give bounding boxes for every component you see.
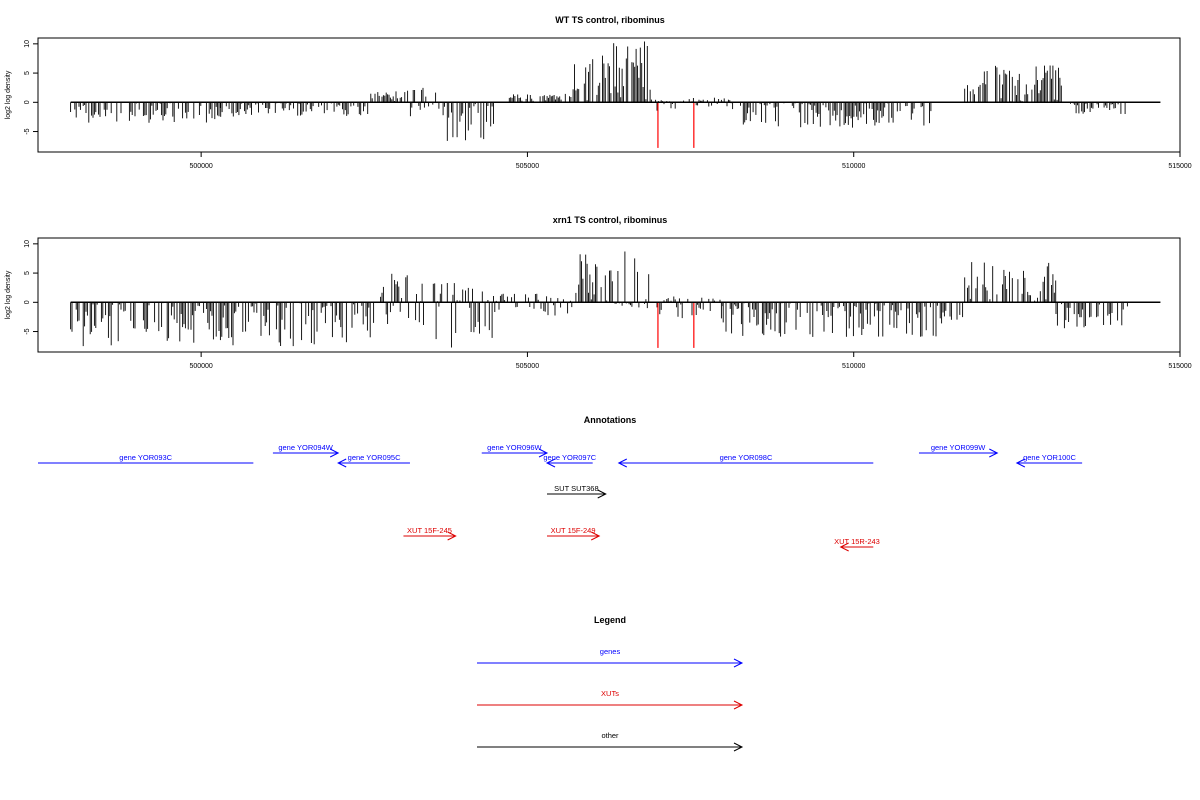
- arrow-right-icon: [597, 489, 607, 499]
- legend-title: Legend: [594, 615, 626, 625]
- arrow-left-icon: [617, 458, 628, 468]
- y-tick-label: -5: [24, 328, 31, 334]
- legend-section: Legend genes XUTs other: [477, 615, 744, 752]
- legend-label: genes: [600, 647, 621, 656]
- annotation-feature: gene YOR096W: [481, 443, 549, 458]
- annotation-label: gene YOR100C: [1023, 453, 1076, 462]
- annotation-feature: XUT 15R-243: [834, 537, 880, 552]
- annotations-title: Annotations: [584, 415, 637, 425]
- arrow-right-icon: [538, 448, 549, 458]
- x-tick-label: 515000: [1168, 163, 1191, 170]
- plot-frame-xrn1: [37, 237, 1181, 353]
- annotation-feature: gene YOR097C: [543, 453, 597, 468]
- x-tick-label: 505000: [516, 163, 539, 170]
- y-tick-label: 5: [24, 271, 31, 275]
- legend-label: XUTs: [601, 689, 619, 698]
- legend-entry: XUTs: [477, 689, 744, 710]
- annotation-label: XUT 15F-245: [407, 526, 452, 535]
- annotation-feature: gene YOR098C: [617, 453, 874, 468]
- annotation-feature: gene YOR099W: [918, 443, 999, 458]
- arrow-right-icon: [733, 742, 744, 752]
- annotation-feature: gene YOR093C: [38, 453, 254, 464]
- legend-items: genes XUTs other: [477, 647, 744, 752]
- annotation-feature: gene YOR100C: [1015, 453, 1083, 468]
- annotation-label: gene YOR094W: [278, 443, 333, 452]
- annotation-label: gene YOR095C: [348, 453, 401, 462]
- legend-entry: other: [477, 731, 744, 752]
- annotation-label: gene YOR096W: [487, 443, 542, 452]
- arrow-left-icon: [1015, 458, 1026, 468]
- annotation-feature: XUT 15F-245: [403, 526, 457, 541]
- y-axis-label-xrn1: log2 log density: [5, 270, 12, 319]
- x-tick-label: 510000: [842, 163, 865, 170]
- y-tick-label: 0: [24, 300, 31, 304]
- x-tick-label: 500000: [189, 163, 212, 170]
- density-plot-wt: WT TS control, ribominus log2 log densit…: [5, 15, 1192, 170]
- density-plot-xrn1: xrn1 TS control, ribominus log2 log dens…: [5, 215, 1192, 370]
- x-tick-label: 515000: [1168, 363, 1191, 370]
- arrow-right-icon: [733, 700, 744, 710]
- arrow-left-icon: [839, 542, 849, 552]
- legend-entry: genes: [477, 647, 744, 668]
- x-tick-label: 500000: [189, 363, 212, 370]
- arrow-right-icon: [447, 531, 457, 541]
- arrow-left-icon: [545, 458, 556, 468]
- plot-title-wt: WT TS control, ribominus: [555, 15, 665, 25]
- y-tick-label: -5: [24, 128, 31, 134]
- y-tick-label: 10: [24, 40, 31, 48]
- annotation-feature: XUT 15F-249: [547, 526, 601, 541]
- bars-wt: [70, 41, 1161, 148]
- y-tick-label: 5: [24, 71, 31, 75]
- annotation-label: SUT SUT368: [554, 484, 598, 493]
- plot-title-xrn1: xrn1 TS control, ribominus: [553, 215, 668, 225]
- y-tick-label: 10: [24, 240, 31, 248]
- annotation-label: XUT 15F-249: [551, 526, 596, 535]
- axes-xrn1: 10 5 0 -5 500000 505000 510000 515000: [24, 240, 1192, 370]
- annotation-feature: gene YOR094W: [272, 443, 340, 458]
- y-axis-label-wt: log2 log density: [5, 70, 12, 119]
- axes-wt: 10 5 0 -5 500000 505000 510000 515000: [24, 40, 1192, 170]
- legend-label: other: [601, 731, 619, 740]
- annotation-label: gene YOR098C: [720, 453, 773, 462]
- annotation-feature: SUT SUT368: [547, 484, 607, 499]
- annotation-label: gene YOR093C: [119, 453, 172, 462]
- annotation-label: gene YOR097C: [543, 453, 596, 462]
- arrow-right-icon: [989, 448, 999, 458]
- annotation-feature: gene YOR095C: [337, 453, 410, 468]
- annotation-label: gene YOR099W: [931, 443, 986, 452]
- bars-xrn1: [70, 251, 1161, 348]
- x-tick-label: 505000: [516, 363, 539, 370]
- arrow-right-icon: [329, 448, 340, 458]
- arrow-left-icon: [337, 458, 347, 468]
- arrow-right-icon: [733, 658, 744, 668]
- y-tick-label: 0: [24, 100, 31, 104]
- annotation-label: XUT 15R-243: [834, 537, 880, 546]
- annotation-items: gene YOR093C gene YOR094W gene YOR095C gene…: [38, 443, 1083, 552]
- plot-frame-wt: [37, 37, 1181, 153]
- arrow-right-icon: [590, 531, 601, 541]
- x-tick-label: 510000: [842, 363, 865, 370]
